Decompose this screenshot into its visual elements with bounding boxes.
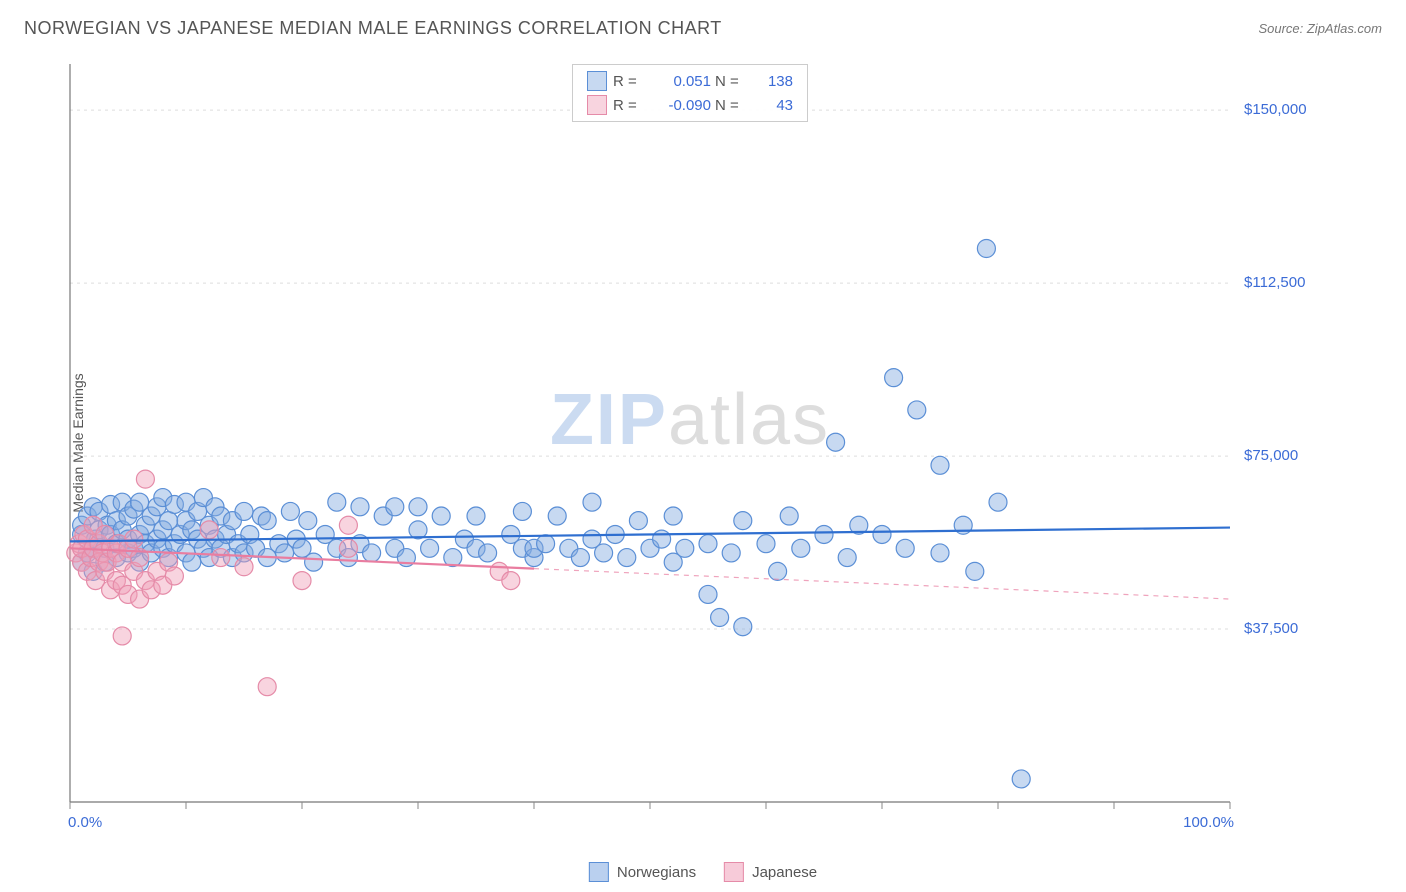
stats-legend-box: R =0.051N =138 R =-0.090N =43 [572, 64, 808, 122]
n-label: N = [715, 73, 749, 90]
r-label: R = [613, 97, 647, 114]
scatter-plot-svg [60, 58, 1320, 828]
legend-swatch [724, 862, 744, 882]
n-value: 43 [753, 97, 793, 114]
legend-label: Japanese [752, 864, 817, 881]
r-label: R = [613, 73, 647, 90]
r-value: 0.051 [651, 73, 711, 90]
y-tick-label: $150,000 [1244, 101, 1307, 118]
x-tick-label: 100.0% [1183, 814, 1234, 831]
x-tick-label: 0.0% [68, 814, 102, 831]
chart-header: NORWEGIAN VS JAPANESE MEDIAN MALE EARNIN… [24, 18, 1382, 39]
legend-item: Japanese [724, 862, 817, 882]
y-tick-label: $112,500 [1244, 274, 1305, 291]
legend-swatch [587, 95, 607, 115]
y-tick-label: $75,000 [1244, 447, 1298, 464]
chart-title: NORWEGIAN VS JAPANESE MEDIAN MALE EARNIN… [24, 18, 722, 39]
legend-swatch [589, 862, 609, 882]
r-value: -0.090 [651, 97, 711, 114]
bottom-legend: Norwegians Japanese [589, 862, 817, 882]
chart-area: Median Male Earnings ZIPatlas R =0.051N … [60, 58, 1320, 828]
legend-swatch [587, 71, 607, 91]
source-attribution: Source: ZipAtlas.com [1258, 21, 1382, 36]
y-tick-label: $37,500 [1244, 620, 1298, 637]
n-label: N = [715, 97, 749, 114]
legend-item: Norwegians [589, 862, 696, 882]
legend-label: Norwegians [617, 864, 696, 881]
n-value: 138 [753, 73, 793, 90]
